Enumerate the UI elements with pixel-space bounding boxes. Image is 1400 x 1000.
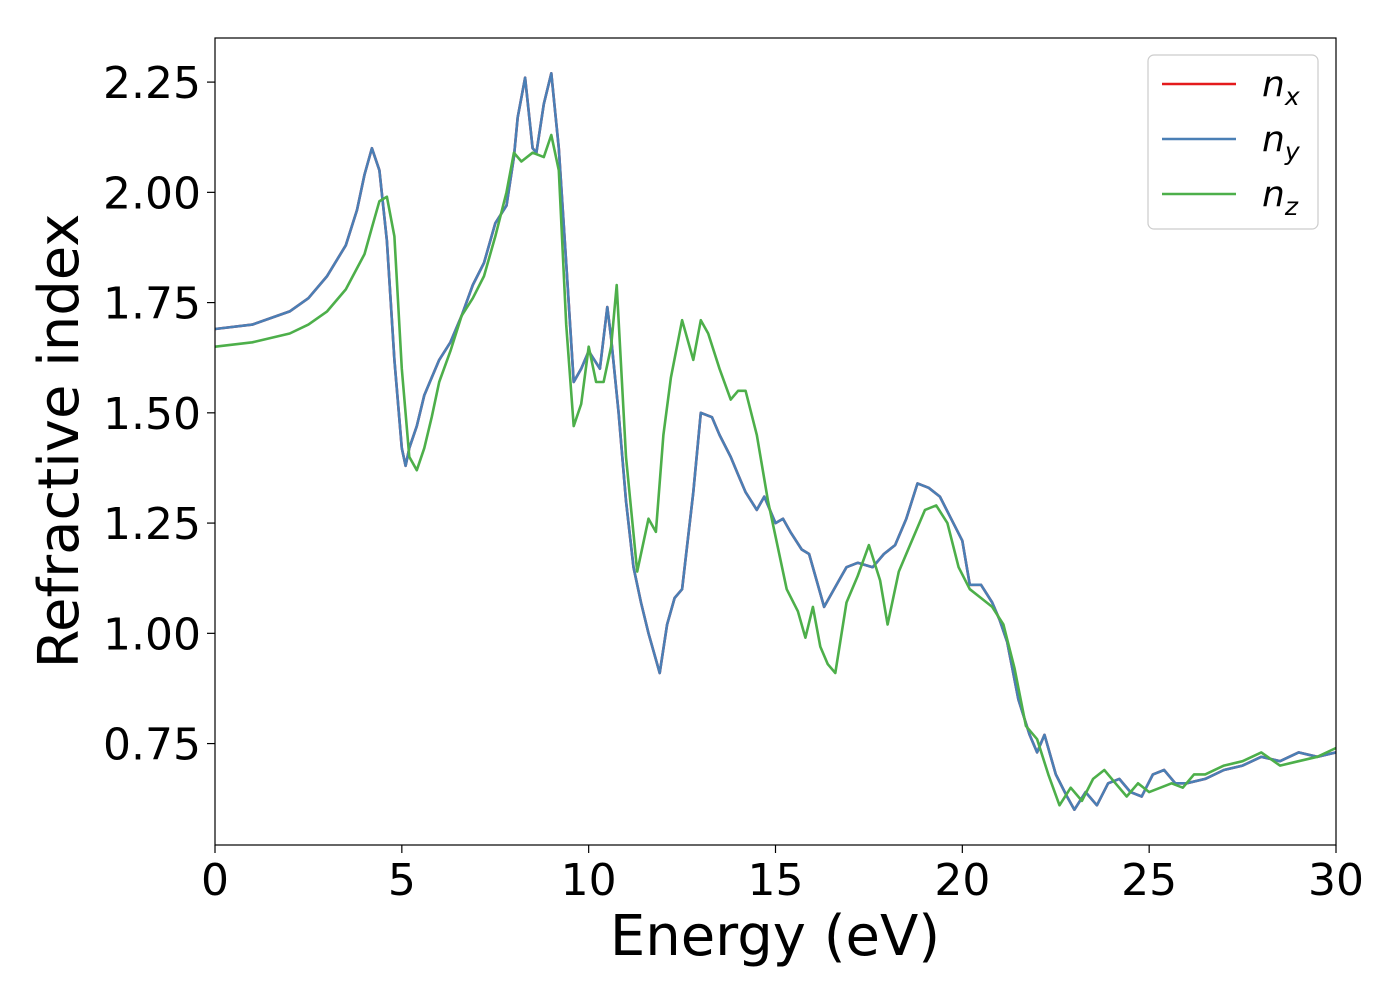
series-line-y bbox=[215, 72, 1336, 811]
y-tick-label: 2.00 bbox=[103, 168, 201, 219]
y-tick-label: 1.50 bbox=[103, 389, 201, 440]
legend-label-subscript: z bbox=[1284, 192, 1299, 221]
series-line-z bbox=[215, 133, 1336, 807]
y-tick-label: 1.25 bbox=[103, 499, 201, 550]
series-layer bbox=[215, 72, 1336, 811]
y-tick-label: 1.00 bbox=[103, 609, 201, 660]
legend-label-base: n bbox=[1262, 64, 1285, 105]
y-tick-label: 1.75 bbox=[103, 279, 201, 330]
legend-label-y: ny bbox=[1262, 119, 1301, 166]
x-tick-label: 10 bbox=[561, 855, 617, 906]
y-tick-label: 0.75 bbox=[103, 720, 201, 771]
x-tick-label: 0 bbox=[201, 855, 229, 906]
x-tick-label: 15 bbox=[748, 855, 804, 906]
legend-label-z: nz bbox=[1262, 174, 1299, 221]
y-axis-ticks: 0.75 1.00 1.25 1.50 1.75 2.00 2.25 bbox=[103, 58, 215, 771]
legend-label-base: n bbox=[1262, 174, 1285, 215]
x-tick-label: 25 bbox=[1121, 855, 1177, 906]
x-tick-label: 30 bbox=[1308, 855, 1364, 906]
legend-label-subscript: x bbox=[1284, 82, 1300, 111]
legend-label-base: n bbox=[1262, 119, 1285, 160]
legend-label-subscript: y bbox=[1284, 137, 1301, 166]
x-axis-ticks: 0 5 10 15 20 25 30 bbox=[201, 845, 1364, 906]
y-tick-label: 2.25 bbox=[103, 58, 201, 109]
x-axis-title: Energy (eV) bbox=[610, 904, 940, 969]
y-axis-title: Refractive index bbox=[27, 214, 92, 669]
legend-box bbox=[1147, 54, 1319, 230]
legend-label-x: nx bbox=[1262, 64, 1300, 111]
x-tick-label: 5 bbox=[388, 855, 416, 906]
x-tick-label: 20 bbox=[934, 855, 990, 906]
